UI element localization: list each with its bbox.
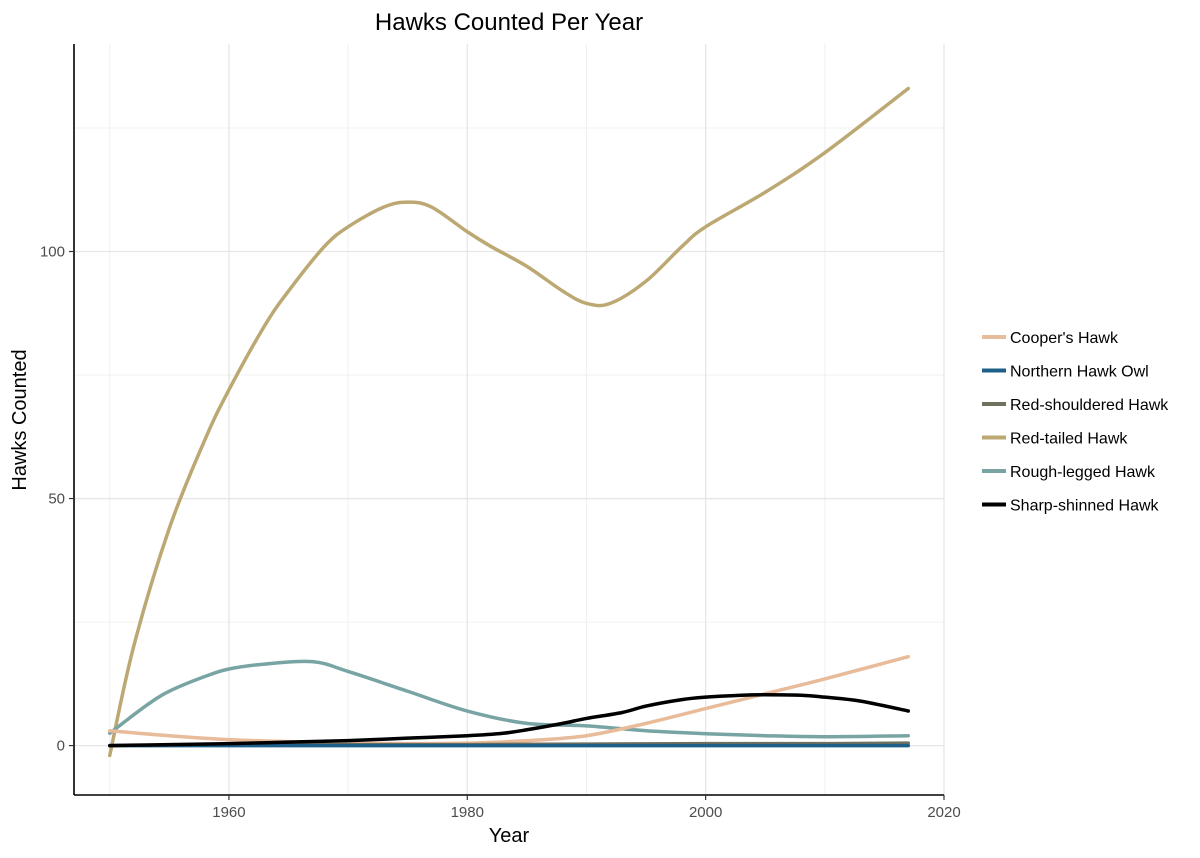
legend-label: Cooper's Hawk bbox=[1010, 330, 1119, 347]
x-tick-label: 2020 bbox=[927, 804, 960, 821]
legend-label: Red-shouldered Hawk bbox=[1010, 397, 1169, 414]
legend-label: Northern Hawk Owl bbox=[1010, 364, 1149, 381]
x-tick-label: 2000 bbox=[689, 804, 722, 821]
axes: 1960 1980 2000 2020 0 50 100 bbox=[40, 44, 961, 821]
x-tick-label: 1960 bbox=[212, 804, 245, 821]
x-tick-label: 1980 bbox=[451, 804, 484, 821]
legend-label: Rough-legged Hawk bbox=[1010, 464, 1156, 481]
y-axis-label: Hawks Counted bbox=[9, 349, 31, 490]
series-line-rough-legged-hawk bbox=[108, 659, 910, 739]
y-tick-label: 100 bbox=[40, 244, 65, 261]
chart-title: Hawks Counted Per Year bbox=[375, 9, 643, 36]
legend-label: Sharp-shinned Hawk bbox=[1010, 498, 1160, 515]
legend-label: Red-tailed Hawk bbox=[1010, 431, 1128, 448]
series-line-sharp-shinned-hawk bbox=[108, 692, 910, 748]
legend: Cooper's Hawk Northern Hawk Owl Red-should… bbox=[982, 330, 1169, 515]
series-line-red-tailed-hawk bbox=[108, 86, 910, 758]
y-tick-label: 50 bbox=[48, 491, 65, 508]
y-tick-label: 0 bbox=[57, 738, 65, 755]
x-axis-label: Year bbox=[489, 825, 530, 847]
series-lines bbox=[108, 86, 910, 758]
